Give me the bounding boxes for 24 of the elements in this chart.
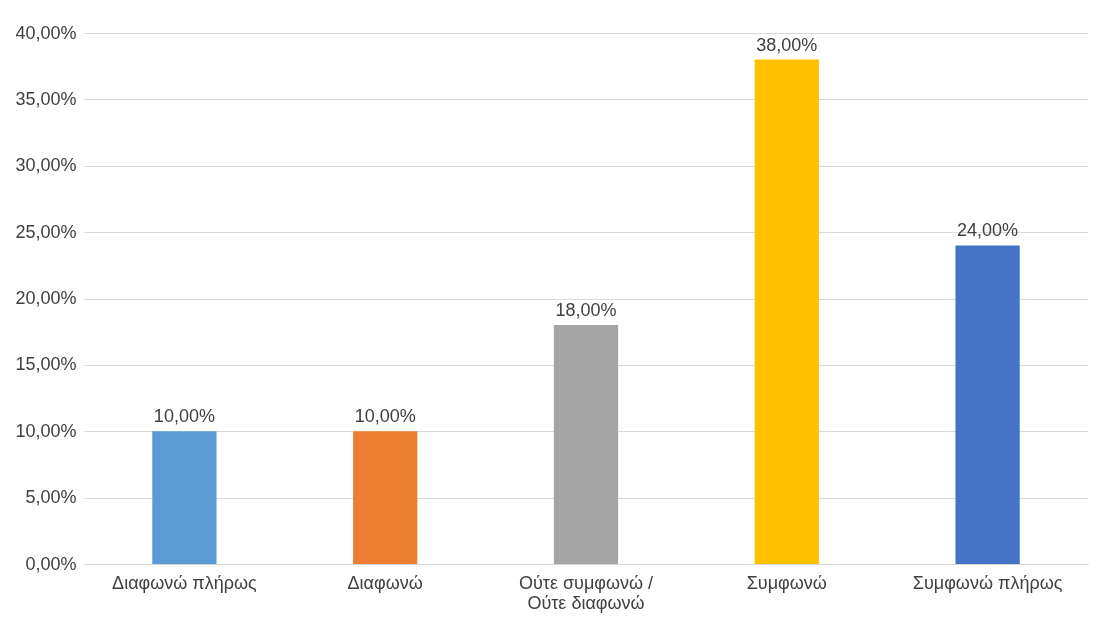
x-tick-label: Διαφωνώ [347, 572, 423, 593]
bar [955, 245, 1020, 564]
data-label: 10,00% [354, 406, 416, 427]
x-tick-label: Διαφωνώ πλήρως [112, 572, 258, 593]
bar [553, 325, 619, 564]
y-tick-label: 25,00% [15, 221, 77, 242]
y-tick-label: 15,00% [15, 354, 77, 375]
y-tick-label: 0,00% [25, 553, 77, 574]
data-label: 24,00% [957, 220, 1019, 241]
y-tick-label: 5,00% [25, 487, 77, 508]
data-label: 18,00% [555, 300, 617, 321]
y-tick-label: 10,00% [15, 420, 77, 441]
x-tick-label: Συμφωνώ [746, 572, 827, 593]
data-label: 10,00% [153, 406, 215, 427]
bar [152, 431, 217, 564]
data-label: 38,00% [756, 34, 818, 55]
bar [353, 431, 418, 564]
y-tick-label: 35,00% [15, 88, 77, 109]
y-tick-label: 40,00% [15, 22, 77, 43]
x-tick-label: Ούτε συμφωνώ / Ούτε διαφωνώ [518, 572, 654, 613]
bar [754, 59, 819, 564]
x-tick-label: Συμφωνώ πλήρως [912, 572, 1063, 593]
y-tick-label: 30,00% [15, 155, 77, 176]
y-tick-label: 20,00% [15, 288, 77, 308]
